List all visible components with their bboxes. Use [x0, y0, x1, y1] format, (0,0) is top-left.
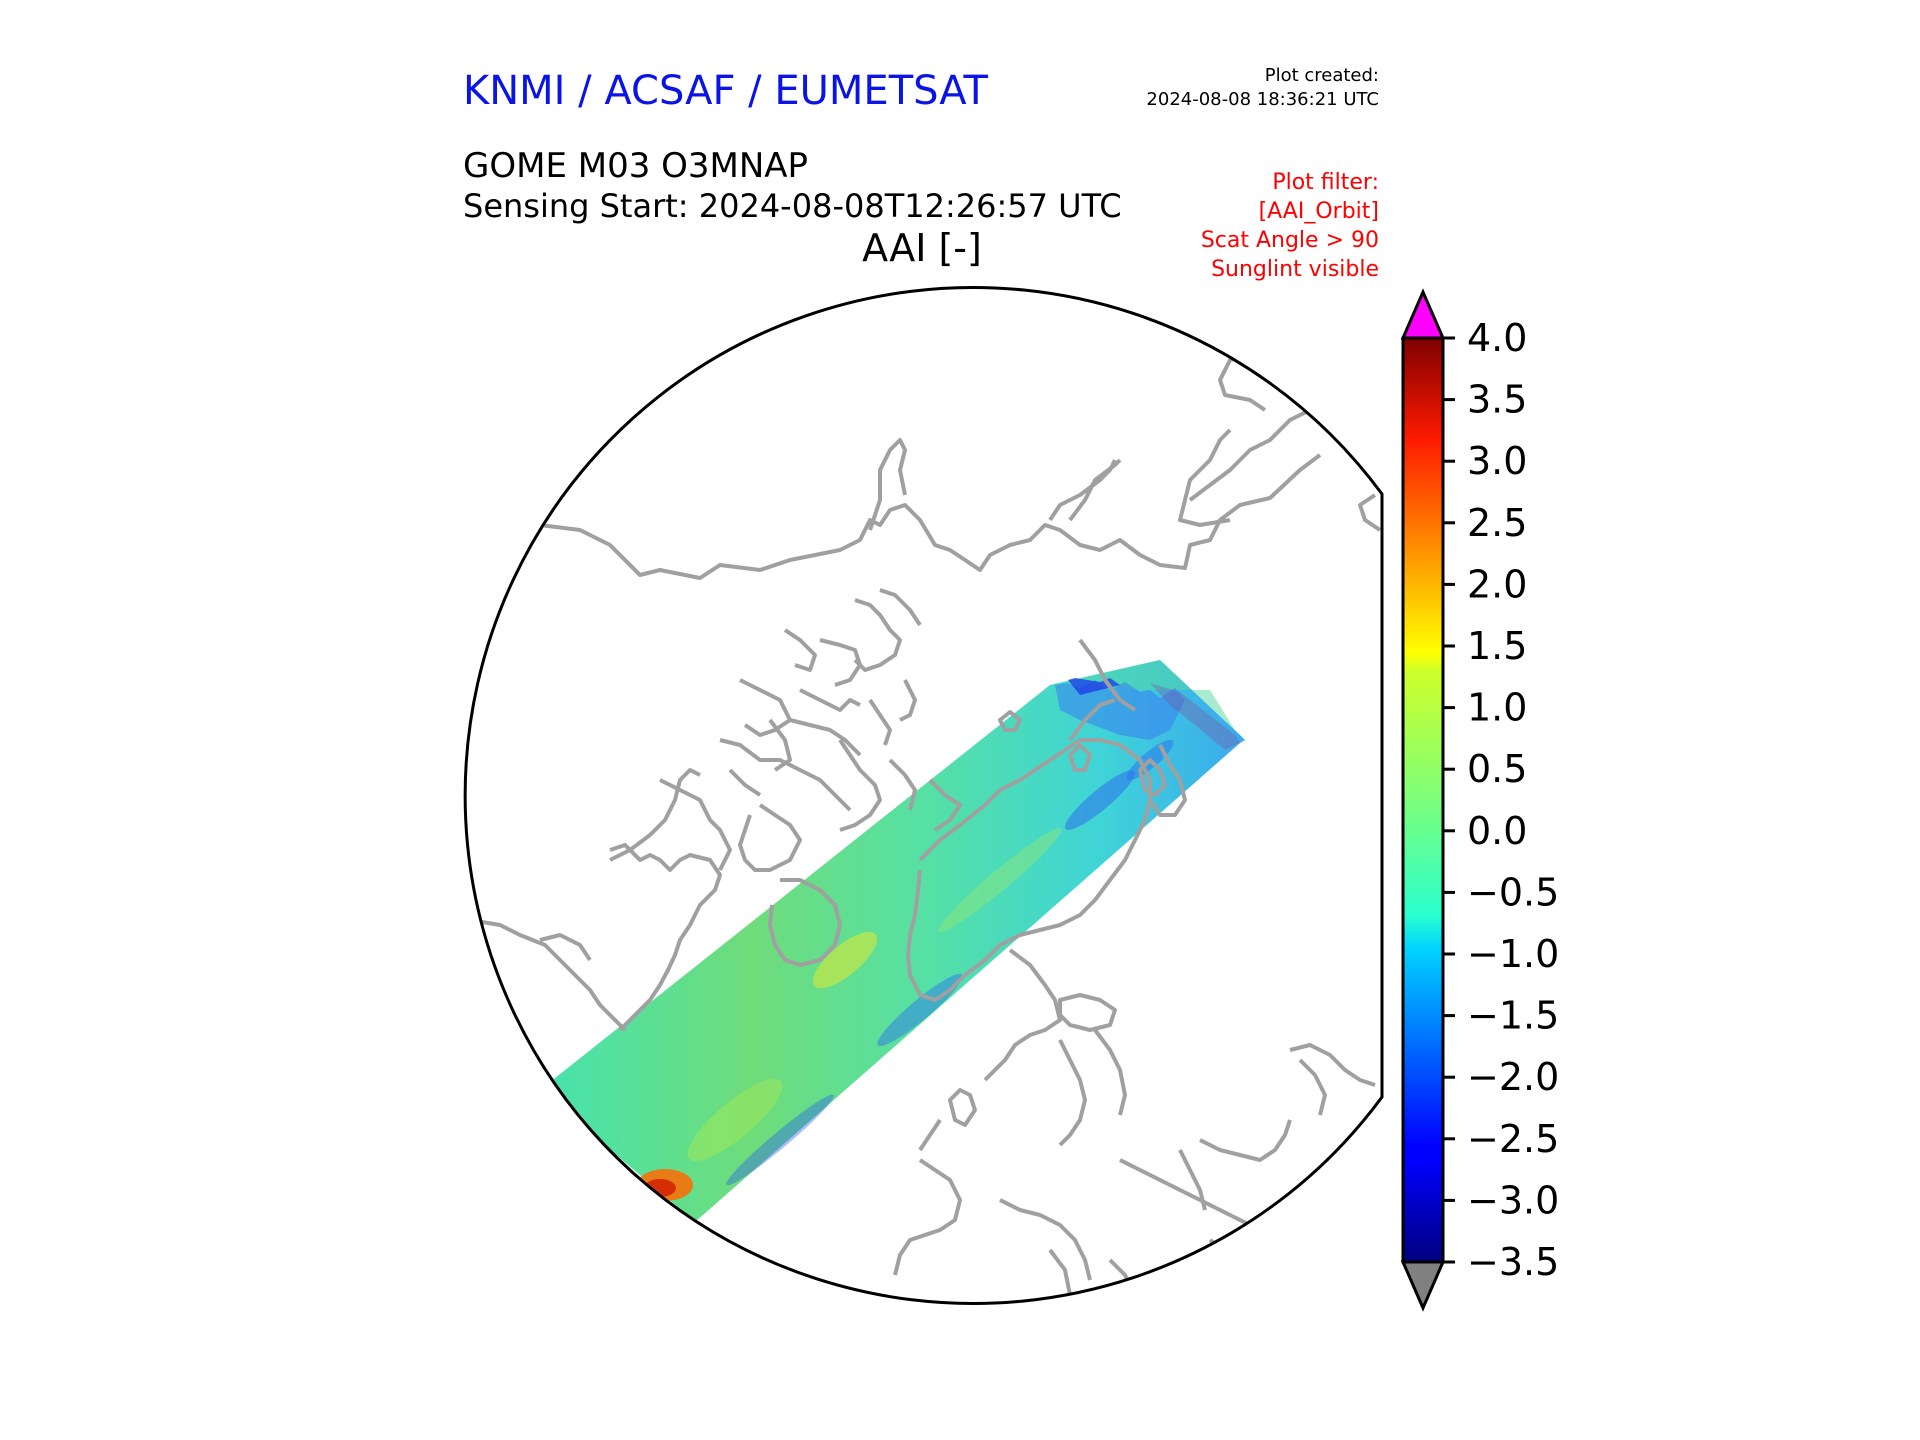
colorbar-tick-label: 4.0 — [1467, 316, 1527, 360]
organization-title: KNMI / ACSAF / EUMETSAT — [463, 68, 988, 114]
colorbar-over-extension — [1400, 288, 1446, 340]
colorbar-tick-label: −2.5 — [1467, 1117, 1559, 1161]
plot-filter-item: Sunglint visible — [1211, 257, 1379, 282]
colorbar-ticks: 4.0 3.5 3.0 2.5 2.0 1.5 1.0 0.5 0.0 −0.5 −1.0 −1.5 −… — [1443, 316, 1559, 1284]
colorbar-tick-label: 0.5 — [1467, 747, 1527, 791]
satellite-swath — [540, 660, 1245, 1222]
plot-created-info: Plot created: 2024-08-08 18:36:21 UTC — [1146, 64, 1379, 112]
colorbar-tick-label: 2.0 — [1467, 562, 1527, 606]
colorbar-tick-label: −3.5 — [1467, 1240, 1559, 1284]
colorbar-tick-label: 3.0 — [1467, 439, 1527, 483]
plot-created-time: 2024-08-08 18:36:21 UTC — [1146, 89, 1379, 110]
colorbar-tick-label: −3.0 — [1467, 1178, 1559, 1222]
sensing-start: Sensing Start: 2024-08-08T12:26:57 UTC — [463, 187, 1122, 225]
colorbar-tick-label: −1.5 — [1467, 994, 1559, 1038]
product-title: GOME M03 O3MNAP — [463, 146, 809, 186]
colorbar-tick-label: 3.5 — [1467, 378, 1527, 422]
colorbar-tick-label: 2.5 — [1467, 501, 1527, 545]
colorbar-tick-label: 0.0 — [1467, 809, 1527, 853]
colorbar-tick-label: −1.0 — [1467, 932, 1559, 976]
colorbar-tick-label: −0.5 — [1467, 870, 1559, 914]
colorbar-under-extension — [1400, 1260, 1446, 1312]
plot-filter-item: Scat Angle > 90 — [1200, 228, 1379, 253]
colorbar-gradient — [1403, 338, 1443, 1262]
colorbar-tick-label: 1.5 — [1467, 624, 1527, 668]
colorbar-tick-label: −2.0 — [1467, 1055, 1559, 1099]
variable-title: AAI [-] — [862, 226, 982, 270]
map-boundary — [463, 286, 1384, 1305]
plot-filter-item: [AAI_Orbit] — [1258, 199, 1379, 224]
colorbar: 4.0 3.5 3.0 2.5 2.0 1.5 1.0 0.5 0.0 −0.5 −1.0 −1.5 −… — [1400, 288, 1559, 1312]
plot-created-label: Plot created: — [1264, 65, 1379, 86]
plot-filter-title: Plot filter: — [1272, 170, 1379, 195]
colorbar-tick-label: 1.0 — [1467, 686, 1527, 730]
plot-filter: Plot filter: [AAI_Orbit] Scat Angle > 90… — [1201, 168, 1379, 284]
map-area — [465, 290, 1382, 1304]
